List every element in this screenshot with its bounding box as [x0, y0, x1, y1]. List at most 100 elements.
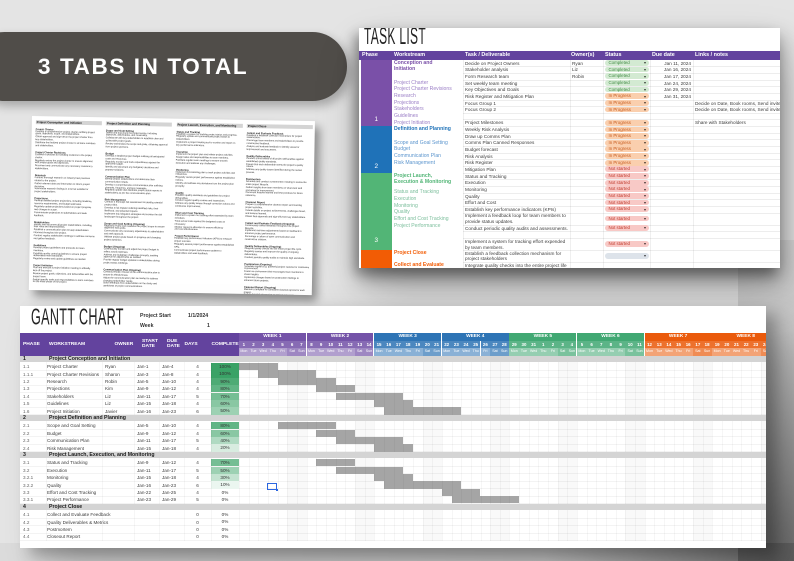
day-name: Wed [461, 348, 471, 356]
gantt-row-line [20, 384, 766, 386]
status-pill[interactable]: Completed [605, 73, 649, 80]
status-pill[interactable]: Not started [605, 166, 649, 173]
status-pill[interactable]: Not started [605, 179, 649, 186]
status-pill[interactable]: Completed [605, 66, 649, 73]
gantt-start-cell: Jan-9 [137, 430, 149, 436]
gantt-owner-cell: Liz [105, 393, 111, 399]
gantt-workstream-cell: Budget [47, 430, 62, 436]
status-pill[interactable]: In Progress [605, 159, 649, 166]
task-cell: Key Objectives and Goals [465, 87, 519, 93]
doc-column-heading: Project Close [246, 123, 314, 130]
gantt-bar [335, 436, 404, 445]
gantt-id-cell: 3.2.1 [23, 475, 34, 481]
status-pill[interactable]: In Progress [605, 119, 649, 126]
gantt-start-cell: Jan-15 [137, 475, 152, 481]
task-cell: Stakeholder analysis [465, 67, 509, 73]
day-name: Wed [664, 348, 674, 356]
gantt-start-cell: Jan-22 [137, 489, 152, 495]
task-cell: Establish key performance indicators (KP… [465, 206, 556, 212]
day-name: Sat [557, 348, 568, 356]
status-pill[interactable]: Completed [605, 86, 649, 93]
doc-section-line: usefulness of project communications. [103, 285, 143, 289]
day-gridline [480, 355, 482, 541]
day-gridline [364, 355, 366, 541]
gantt-workstream-cell: Status and Tracking [47, 460, 88, 466]
task-cell: Monitoring [465, 186, 487, 192]
gantt-complete-cell: 0% [221, 534, 229, 540]
status-pill[interactable]: Not started [605, 199, 649, 206]
workstream-item: Quality [394, 209, 410, 216]
gantt-header-4: START DATE [142, 339, 158, 350]
status-pill[interactable]: Completed [605, 79, 649, 86]
day-number: 12 [345, 340, 355, 348]
status-pill[interactable] [605, 252, 649, 259]
doc-section-heading: Risk Management (Ongoing) [102, 291, 137, 296]
day-name: Mon [306, 348, 317, 356]
status-pill[interactable]: In Progress [605, 139, 649, 146]
day-name: Sun [364, 348, 374, 356]
status-pill[interactable]: Not started [605, 193, 649, 199]
status-pill[interactable]: In Progress [605, 126, 649, 133]
day-gridline [683, 355, 685, 541]
status-pill[interactable]: Not started [605, 224, 649, 231]
gantt-start-cell: Jan-11 [137, 467, 151, 473]
status-pill[interactable]: In Progress [605, 146, 649, 153]
status-pill[interactable]: In Progress [605, 133, 649, 139]
gantt-header-6: DAYS [184, 341, 198, 347]
status-pill[interactable]: Not started [605, 215, 649, 222]
gantt-title: GANTT CHART [31, 306, 124, 331]
status-pill[interactable]: Not started [605, 240, 649, 247]
status-pill[interactable]: Not started [605, 186, 649, 193]
status-pill[interactable]: In Progress [605, 106, 649, 113]
gantt-due-cell: Jan-18 [162, 475, 177, 481]
task-list-header-7: Links / notes [695, 52, 728, 58]
day-number: 25 [470, 340, 481, 348]
status-pill[interactable]: Not started [605, 173, 649, 179]
day-name: Sat [625, 348, 636, 356]
day-gridline [509, 355, 511, 541]
status-pill[interactable]: In Progress [605, 93, 649, 100]
day-number: 5 [277, 340, 288, 348]
doc-section: Monitoring Implement a monitoring plan to… [175, 168, 242, 189]
documentation-page: Project Conception and Initiation Project… [28, 116, 315, 296]
task-cell: Risk Register [465, 160, 493, 166]
weekend-column [558, 356, 568, 541]
status-pill[interactable]: In Progress [605, 99, 649, 106]
gantt-bar [277, 422, 336, 430]
gantt-header-1: PHASE [23, 341, 40, 347]
day-name: Sat [693, 348, 703, 356]
day-name: Fri [345, 348, 355, 356]
day-name: Fri [412, 348, 423, 356]
doc-section: Stakeholders Identify and document all pr… [34, 221, 101, 242]
day-number: 11 [335, 340, 346, 348]
day-number: 2 [248, 340, 259, 348]
week-band: WEEK 4 [441, 333, 509, 341]
gantt-start-cell: Jan-15 [137, 445, 152, 451]
day-gridline [654, 355, 656, 541]
status-pill[interactable]: Completed [605, 60, 649, 66]
selected-cell-outline[interactable] [266, 482, 278, 491]
doc-section: Project Charter Revisions Establish a pro… [35, 151, 102, 172]
workstream-item: Status and Tracking [394, 189, 440, 196]
day-name: Sat [760, 348, 766, 356]
gantt-start-cell: Jan-16 [137, 408, 152, 414]
gantt-id-cell: 4.1 [23, 512, 30, 518]
day-name: Fri [548, 348, 558, 356]
gantt-days-cell: 4 [196, 423, 199, 429]
gantt-header-band: PHASE WORKSTREAM OWNER START DATE DUE DATE DA… [20, 333, 239, 356]
gantt-due-cell: Jan-23 [162, 482, 177, 488]
week-band: WEEK 3 [374, 333, 442, 341]
day-name: Sat [422, 348, 433, 356]
gantt-days-cell: 5 [196, 438, 199, 444]
gantt-workstream-cell: Communication Plan [47, 438, 90, 444]
status-pill[interactable]: Not started [605, 206, 649, 213]
doc-section: Scope and Goal Setting Define and documen… [106, 129, 173, 150]
day-number: 16 [383, 340, 394, 348]
day-gridline [577, 355, 578, 541]
status-pill[interactable]: In Progress [605, 153, 649, 159]
workstream-title-line: Project Launch, [394, 172, 433, 179]
day-name: Fri [480, 348, 491, 356]
row-line [463, 212, 780, 214]
gantt-id-cell: 2.1 [23, 423, 30, 429]
gantt-chart-sheet: GANTT CHART Project Start 1/1/2024 Week 1 PH… [20, 306, 766, 548]
